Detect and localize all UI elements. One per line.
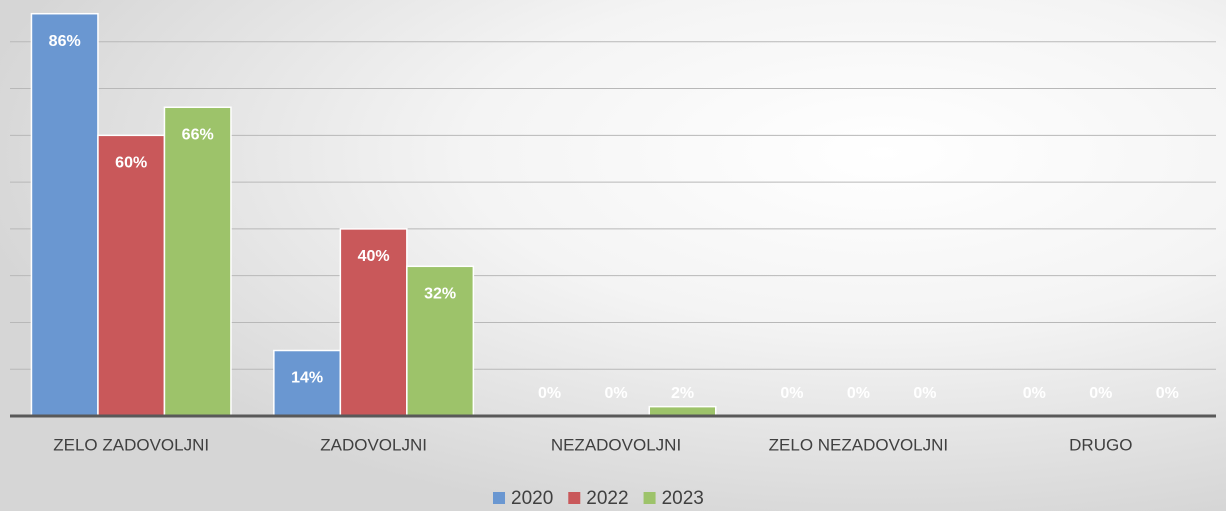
- data-label: 0%: [1089, 385, 1112, 402]
- x-tick-label: NEZADOVOLJNI: [551, 435, 681, 454]
- data-label: 0%: [913, 385, 936, 402]
- data-label: 0%: [1156, 385, 1179, 402]
- legend-swatch: [568, 492, 581, 504]
- data-label: 60%: [115, 155, 147, 172]
- data-label: 14%: [291, 370, 323, 387]
- legend-label: 2022: [586, 488, 628, 509]
- data-label: 2%: [671, 385, 694, 402]
- legend-label: 2023: [662, 488, 704, 509]
- data-label: 40%: [358, 248, 390, 265]
- data-label: 0%: [538, 385, 561, 402]
- data-label: 0%: [1023, 385, 1046, 402]
- bar: [273, 349, 342, 417]
- data-label: 32%: [424, 286, 456, 303]
- bar: [97, 134, 166, 417]
- bar: [339, 228, 408, 417]
- legend-swatch: [643, 492, 656, 504]
- legend-label: 2020: [511, 488, 553, 509]
- bar: [406, 265, 475, 417]
- x-tick-label: ZELO ZADOVOLJNI: [53, 435, 209, 454]
- data-label: 66%: [182, 126, 214, 143]
- bar: [163, 106, 232, 417]
- x-tick-label: ZADOVOLJNI: [320, 435, 427, 454]
- data-label: 0%: [780, 385, 803, 402]
- x-tick-label: DRUGO: [1069, 435, 1132, 454]
- x-tick-label: ZELO NEZADOVOLJNI: [769, 435, 948, 454]
- data-label: 0%: [847, 385, 870, 402]
- bar: [30, 12, 99, 417]
- legend-swatch: [493, 492, 505, 504]
- data-label: 86%: [49, 33, 81, 50]
- data-label: 0%: [604, 385, 627, 402]
